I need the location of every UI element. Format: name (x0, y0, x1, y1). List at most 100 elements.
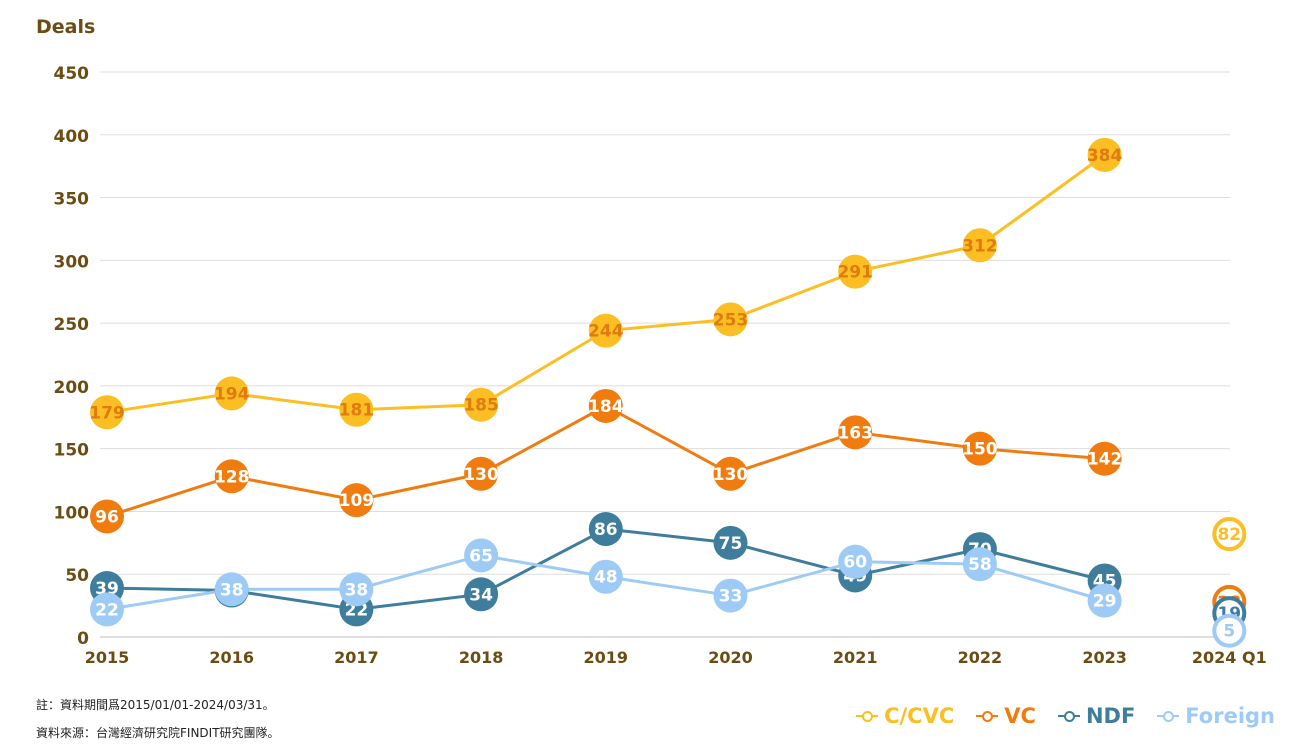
x-tick-label: 2016 (209, 648, 254, 667)
y-tick-label: 450 (54, 64, 90, 84)
x-tick-label: 2020 (708, 648, 753, 667)
data-point (962, 547, 997, 582)
x-tick-label: 2022 (958, 648, 1003, 667)
y-axis-label: Deals (36, 16, 96, 38)
data-point (214, 376, 249, 411)
data-label: 163 (837, 423, 873, 443)
x-tick-label: 2019 (584, 648, 629, 667)
y-tick-label: 400 (54, 127, 90, 147)
chart-legend: C/CVC VC NDF Foreign (856, 704, 1275, 728)
data-point (464, 456, 499, 491)
x-tick-label: 2021 (833, 648, 878, 667)
data-label: 194 (214, 384, 250, 404)
data-label: 82 (1217, 525, 1241, 545)
y-tick-label: 300 (54, 252, 90, 272)
series-line (106, 153, 1106, 414)
legend-marker-icon (856, 710, 879, 722)
data-label: 22 (345, 600, 369, 620)
data-label: 22 (95, 600, 119, 620)
data-point (90, 499, 124, 534)
data-point (713, 525, 748, 560)
y-tick-label: 250 (54, 315, 90, 335)
data-point (90, 592, 124, 627)
legend-label: Foreign (1185, 704, 1275, 728)
data-point (339, 483, 374, 518)
legend-label: VC (1004, 704, 1036, 728)
data-label: 33 (719, 587, 743, 607)
x-tick-label: 2015 (85, 648, 130, 667)
data-point (214, 572, 249, 607)
legend-label: NDF (1085, 704, 1136, 728)
data-label: 65 (469, 546, 493, 566)
data-label: 184 (588, 397, 624, 417)
data-point (90, 395, 124, 430)
data-point (1087, 441, 1122, 476)
y-tick-label: 150 (54, 441, 90, 461)
data-label: 29 (1093, 592, 1117, 612)
data-label: 38 (345, 580, 369, 600)
data-point (962, 228, 997, 263)
legend-item-foreign[interactable]: Foreign (1157, 704, 1275, 728)
data-point (838, 254, 873, 289)
x-tick-label: 2024 Q1 (1192, 648, 1267, 667)
data-label: 58 (968, 555, 992, 575)
data-point (588, 512, 623, 547)
data-label: 244 (588, 322, 624, 342)
legend-marker-icon (1057, 710, 1080, 722)
data-point (339, 572, 374, 607)
x-tick-label: 2018 (459, 648, 504, 667)
data-point (464, 387, 499, 422)
data-label: 128 (214, 467, 250, 487)
data-label: 384 (1087, 146, 1123, 166)
legend-item-vc[interactable]: VC (976, 704, 1036, 728)
data-label: 312 (962, 236, 998, 256)
data-label: 181 (339, 401, 375, 421)
data-point (838, 544, 873, 579)
data-point (713, 578, 748, 613)
data-label: 86 (594, 520, 618, 540)
data-point (1212, 613, 1247, 648)
period-note: 註：資料期間爲2015/01/01-2024/03/31。 (36, 698, 275, 712)
data-label: 150 (962, 440, 998, 460)
data-label: 75 (719, 534, 743, 554)
data-label: 34 (469, 585, 493, 605)
legend-label: C/CVC (884, 704, 955, 728)
data-point (713, 302, 748, 337)
legend-item-ndf[interactable]: NDF (1057, 704, 1136, 728)
data-point (838, 415, 873, 450)
data-point (713, 456, 748, 491)
data-point (1087, 137, 1122, 172)
x-tick-label: 2023 (1082, 648, 1127, 667)
data-label: 130 (463, 465, 499, 485)
legend-marker-icon (1157, 710, 1180, 722)
data-point (962, 431, 997, 466)
data-point (588, 559, 623, 594)
y-tick-label: 350 (54, 190, 90, 210)
data-point (464, 577, 499, 612)
data-point (464, 538, 499, 573)
data-label: 48 (594, 568, 618, 588)
data-point (1212, 517, 1247, 552)
source-note: 資料來源：台灣經濟研究院FINDIT研究團隊。 (36, 726, 280, 740)
data-label: 109 (339, 491, 375, 511)
legend-marker-icon (976, 710, 999, 722)
data-label: 185 (463, 396, 499, 416)
x-tick-label: 2017 (334, 648, 379, 667)
data-label: 253 (713, 310, 749, 330)
data-label: 5 (1223, 622, 1235, 642)
data-label: 130 (713, 465, 749, 485)
data-point (214, 459, 249, 494)
data-label: 60 (843, 553, 867, 573)
y-tick-label: 50 (65, 566, 89, 586)
data-label: 291 (837, 263, 873, 283)
data-point (339, 392, 374, 427)
y-tick-label: 100 (54, 503, 90, 523)
data-point (588, 313, 623, 348)
data-point (588, 388, 623, 423)
y-tick-label: 0 (77, 629, 89, 649)
y-tick-label: 200 (54, 378, 90, 398)
data-point (1087, 583, 1122, 618)
legend-item-ccvc[interactable]: C/CVC (856, 704, 954, 728)
data-label: 179 (89, 403, 125, 423)
